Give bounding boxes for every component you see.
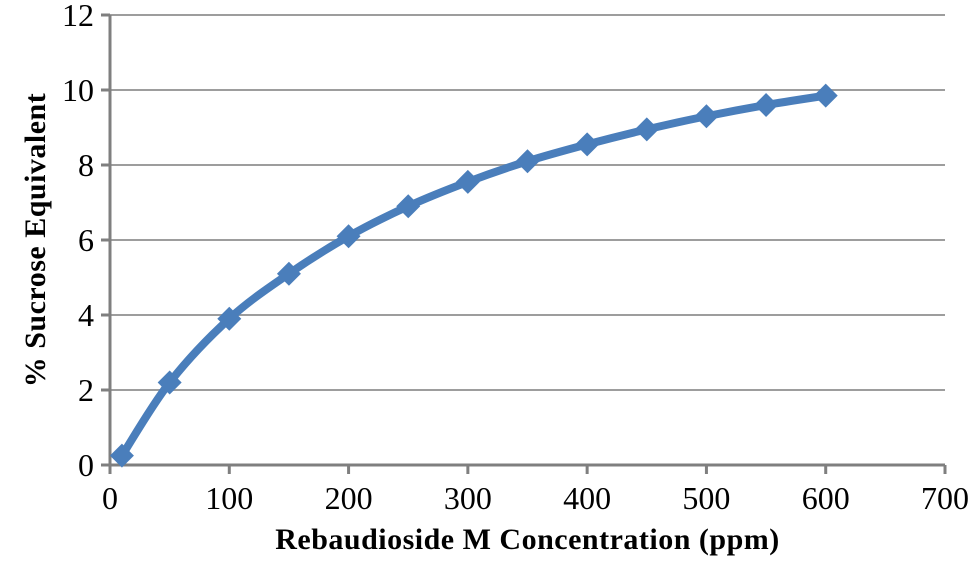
y-tick-label: 6 xyxy=(78,222,94,258)
x-tick-label: 0 xyxy=(102,480,118,516)
y-tick-label: 10 xyxy=(62,72,94,108)
data-point-marker xyxy=(575,132,600,157)
data-point-marker xyxy=(754,93,779,117)
data-point-marker xyxy=(109,443,134,468)
x-tick-label: 400 xyxy=(563,480,611,516)
data-point-marker xyxy=(515,149,540,174)
data-point-marker xyxy=(336,224,361,249)
y-tick-label: 0 xyxy=(78,447,94,483)
x-axis-title: Rebaudioside M Concentration (ppm) xyxy=(275,523,780,556)
data-point-marker xyxy=(813,83,838,108)
y-axis-title: % Sucrose Equivalent xyxy=(19,92,52,388)
x-tick-label: 300 xyxy=(444,480,492,516)
x-tick-label: 600 xyxy=(802,480,850,516)
x-tick-label: 200 xyxy=(325,480,373,516)
y-tick-label: 12 xyxy=(62,0,94,33)
y-tick-label: 2 xyxy=(78,372,94,408)
x-tick-label: 500 xyxy=(682,480,730,516)
data-point-marker xyxy=(694,104,719,129)
data-point-marker xyxy=(217,306,242,331)
data-point-marker xyxy=(276,261,301,286)
y-tick-label: 4 xyxy=(78,297,94,333)
x-tick-label: 700 xyxy=(921,480,969,516)
data-point-marker xyxy=(634,117,659,142)
series-line xyxy=(117,91,830,460)
data-point-marker xyxy=(396,194,421,219)
x-tick-label: 100 xyxy=(205,480,253,516)
y-tick-label: 8 xyxy=(78,147,94,183)
data-point-marker xyxy=(455,169,480,194)
data-point-marker xyxy=(157,370,182,395)
